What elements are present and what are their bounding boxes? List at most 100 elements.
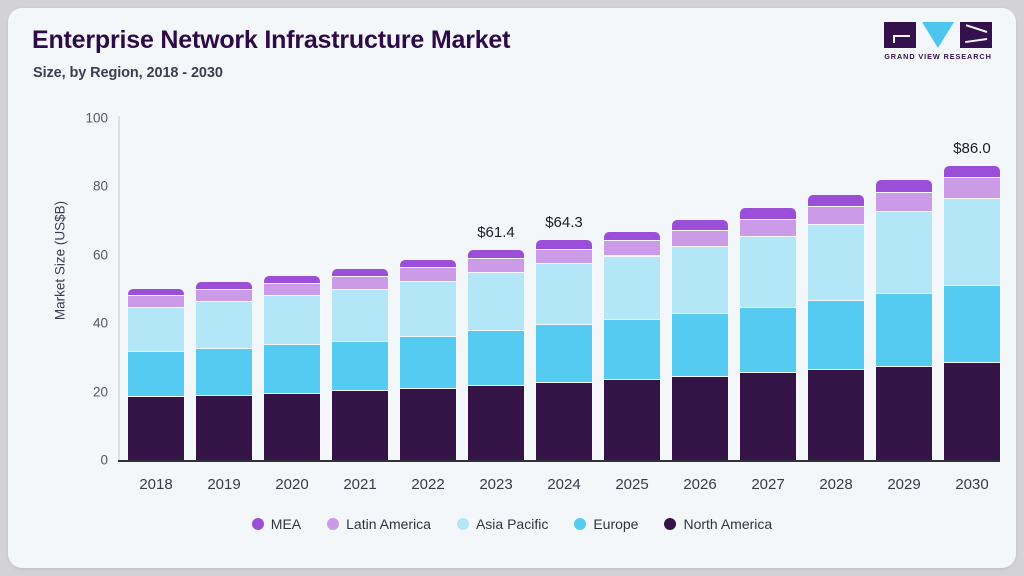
- bar-segment-latin-america[interactable]: [944, 176, 1000, 198]
- legend-item-asia-pacific[interactable]: Asia Pacific: [456, 516, 549, 532]
- legend-label: North America: [683, 516, 773, 532]
- bar-segment-europe[interactable]: [740, 306, 796, 373]
- bar-group-2030[interactable]: $86.0: [944, 140, 1000, 460]
- logo-marks: [884, 22, 992, 48]
- bar-segment-mea[interactable]: [944, 165, 1000, 177]
- bar-segment-latin-america[interactable]: [128, 295, 184, 307]
- x-axis-tick-2028: 2028: [819, 476, 853, 493]
- bar-segment-north-america[interactable]: [944, 361, 1000, 460]
- bar-segment-asia-pacific[interactable]: [808, 224, 864, 300]
- bar-segment-latin-america[interactable]: [876, 191, 932, 211]
- bar-segment-mea[interactable]: [332, 268, 388, 276]
- bar-segment-europe[interactable]: [944, 284, 1000, 362]
- chart-card: Enterprise Network Infrastructure Market…: [8, 8, 1016, 568]
- bar-segment-europe[interactable]: [876, 292, 932, 366]
- bar-segment-europe[interactable]: [196, 347, 252, 395]
- page-title: Enterprise Network Infrastructure Market: [32, 26, 511, 54]
- bar-segment-north-america[interactable]: [128, 396, 184, 460]
- bar-segment-asia-pacific[interactable]: [536, 263, 592, 324]
- bar-segment-europe[interactable]: [808, 299, 864, 370]
- bar-segment-asia-pacific[interactable]: [876, 210, 932, 293]
- bar-segment-north-america[interactable]: [536, 382, 592, 460]
- bar-segment-europe[interactable]: [264, 344, 320, 393]
- bar-segment-europe[interactable]: [536, 323, 592, 383]
- bar-segment-north-america[interactable]: [400, 387, 456, 460]
- bar-group-2020[interactable]: [264, 276, 320, 460]
- legend-item-north-america[interactable]: North America: [664, 516, 772, 532]
- bar-segment-europe[interactable]: [672, 312, 728, 376]
- logo-r-icon: [960, 22, 992, 48]
- bar-group-2028[interactable]: [808, 194, 864, 460]
- bar-segment-latin-america[interactable]: [604, 240, 660, 256]
- bar-segment-asia-pacific[interactable]: [128, 306, 184, 351]
- bar-segment-mea[interactable]: [740, 208, 796, 219]
- x-axis-tick-2029: 2029: [887, 476, 921, 493]
- bar-segment-europe[interactable]: [400, 335, 456, 388]
- bar-segment-asia-pacific[interactable]: [332, 288, 388, 341]
- y-axis-tick-20: 20: [92, 384, 108, 400]
- bar-segment-north-america[interactable]: [808, 369, 864, 460]
- logo-v-icon: [922, 22, 954, 48]
- bar-segment-asia-pacific[interactable]: [264, 295, 320, 345]
- bar-group-2025[interactable]: [604, 231, 660, 460]
- bar-segment-asia-pacific[interactable]: [944, 197, 1000, 285]
- bar-segment-latin-america[interactable]: [808, 205, 864, 225]
- bar-segment-mea[interactable]: [128, 289, 184, 296]
- bar-segment-latin-america[interactable]: [536, 248, 592, 264]
- bar-segment-mea[interactable]: [468, 250, 524, 258]
- bar-group-2029[interactable]: [876, 179, 932, 460]
- bar-segment-asia-pacific[interactable]: [468, 271, 524, 330]
- bar-segment-north-america[interactable]: [876, 365, 932, 460]
- x-axis-tick-2018: 2018: [139, 476, 173, 493]
- bar-segment-mea[interactable]: [672, 219, 728, 230]
- legend-label: MEA: [270, 516, 302, 532]
- bar-segment-north-america[interactable]: [604, 378, 660, 460]
- bar-segment-asia-pacific[interactable]: [672, 245, 728, 313]
- bar-segment-mea[interactable]: [400, 259, 456, 268]
- legend-item-mea[interactable]: MEA: [251, 516, 302, 532]
- legend-label: Asia Pacific: [475, 516, 549, 532]
- bar-segment-asia-pacific[interactable]: [740, 235, 796, 307]
- bar-segment-latin-america[interactable]: [672, 229, 728, 246]
- bar-group-2024[interactable]: $64.3: [536, 214, 592, 460]
- legend-item-latin-america[interactable]: Latin America: [327, 516, 431, 532]
- bar-segment-europe[interactable]: [604, 319, 660, 379]
- bar-group-2027[interactable]: [740, 208, 796, 460]
- bar-group-2021[interactable]: [332, 268, 388, 460]
- bar-group-2023[interactable]: $61.4: [468, 224, 524, 460]
- bar-segment-europe[interactable]: [332, 340, 388, 391]
- bar-segment-mea[interactable]: [808, 194, 864, 206]
- bar-segment-north-america[interactable]: [196, 394, 252, 460]
- bar-segment-europe[interactable]: [128, 350, 184, 397]
- legend-label: Europe: [593, 516, 639, 532]
- legend-item-europe[interactable]: Europe: [574, 516, 638, 532]
- bar-group-2022[interactable]: [400, 259, 456, 460]
- bar-segment-mea[interactable]: [196, 282, 252, 289]
- bar-segment-north-america[interactable]: [740, 372, 796, 460]
- bar-segment-latin-america[interactable]: [332, 275, 388, 289]
- bar-segment-mea[interactable]: [876, 179, 932, 192]
- bar-segment-latin-america[interactable]: [468, 257, 524, 272]
- legend-swatch-icon: [251, 518, 264, 530]
- bar-segment-asia-pacific[interactable]: [604, 255, 660, 320]
- bar-segment-asia-pacific[interactable]: [196, 300, 252, 348]
- bar-segment-latin-america[interactable]: [400, 267, 456, 281]
- y-axis-tick-0: 0: [100, 452, 108, 468]
- bar-segment-latin-america[interactable]: [264, 282, 320, 296]
- bar-segment-asia-pacific[interactable]: [400, 280, 456, 336]
- bar-group-2019[interactable]: [196, 282, 252, 460]
- y-axis-tick-60: 60: [92, 247, 108, 263]
- bar-group-2026[interactable]: [672, 219, 728, 460]
- bar-segment-north-america[interactable]: [672, 375, 728, 460]
- bar-segment-mea[interactable]: [264, 276, 320, 283]
- bar-segment-north-america[interactable]: [264, 392, 320, 460]
- bar-segment-europe[interactable]: [468, 329, 524, 386]
- bar-segment-north-america[interactable]: [468, 385, 524, 460]
- bar-segment-mea[interactable]: [536, 240, 592, 249]
- bar-segment-latin-america[interactable]: [196, 288, 252, 301]
- x-axis-tick-2024: 2024: [547, 476, 581, 493]
- bar-segment-north-america[interactable]: [332, 390, 388, 460]
- bar-segment-mea[interactable]: [604, 231, 660, 241]
- bar-segment-latin-america[interactable]: [740, 218, 796, 236]
- bar-group-2018[interactable]: [128, 289, 184, 460]
